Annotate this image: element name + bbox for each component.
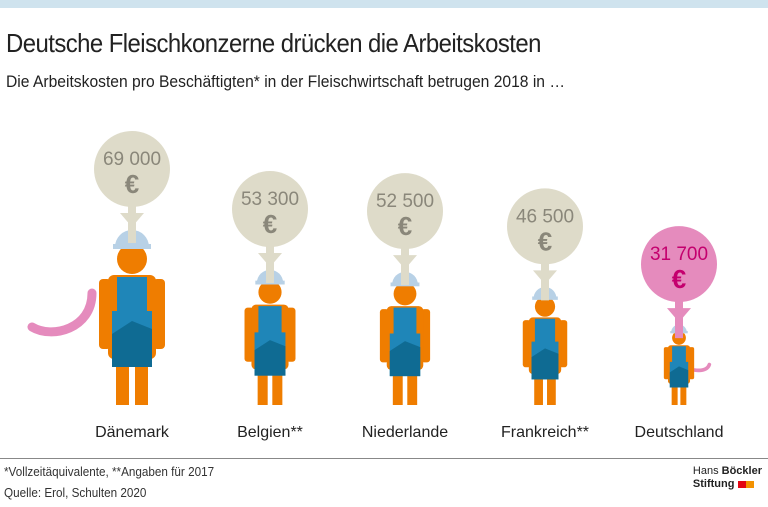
leg <box>272 366 283 405</box>
arm <box>244 307 254 362</box>
euro-icon: € <box>538 226 552 256</box>
logo-text: Stiftung <box>692 478 735 490</box>
sausage-icon <box>27 288 97 337</box>
leg <box>392 366 403 405</box>
worker-figure <box>244 269 296 405</box>
country-label: Frankreich** <box>501 424 589 441</box>
euro-icon: € <box>125 169 139 199</box>
leg <box>534 371 543 405</box>
apron-shade <box>389 341 421 377</box>
head <box>117 244 147 274</box>
leg <box>257 366 268 405</box>
worker-figure <box>379 271 431 405</box>
value-bubble <box>507 188 583 265</box>
value-bubble <box>641 226 717 303</box>
value-label: 53 300 <box>241 189 299 210</box>
arrow-down-icon <box>258 253 282 268</box>
leg <box>671 382 678 405</box>
leg <box>135 355 148 405</box>
apron-shade <box>531 348 559 380</box>
worker-figure <box>27 230 165 405</box>
value-label: 31 700 <box>650 244 708 265</box>
leg <box>547 371 556 405</box>
logo-text: Hans <box>692 465 719 477</box>
leg <box>116 355 129 405</box>
apron-shade <box>254 340 286 376</box>
value-label: 52 500 <box>376 191 434 212</box>
helmet-brim <box>113 244 151 249</box>
value-label: 46 500 <box>516 206 574 227</box>
logo-square-icon <box>737 480 746 488</box>
apron-shade <box>112 321 152 367</box>
arrow-down-icon <box>533 270 557 285</box>
worker-figure <box>522 287 568 405</box>
leg <box>407 366 418 405</box>
page-title: Deutsche Fleischkonzerne drücken die Arb… <box>6 28 541 58</box>
value-bubble <box>232 171 308 248</box>
worker-figure <box>663 324 712 405</box>
country-label: Deutschland <box>635 424 724 441</box>
logo-text: Böckler <box>721 465 762 477</box>
head <box>258 280 282 304</box>
source: Quelle: Erol, Schulten 2020 <box>4 485 147 500</box>
footnote: *Vollzeitäquivalente, **Angaben für 2017 <box>4 464 215 479</box>
apron-shade <box>669 366 689 388</box>
arm <box>420 309 431 363</box>
arrow-down-icon <box>393 255 417 270</box>
arm <box>663 347 670 380</box>
top-bar <box>0 0 768 8</box>
head <box>534 296 556 317</box>
euro-icon: € <box>672 264 686 294</box>
euro-icon: € <box>263 209 277 239</box>
arrow-down-icon <box>667 308 691 323</box>
arm <box>379 309 390 363</box>
arrow-down-icon <box>120 213 144 227</box>
divider <box>0 458 768 459</box>
euro-icon: € <box>398 211 412 241</box>
subtitle: Die Arbeitskosten pro Beschäftigten* in … <box>6 72 566 91</box>
arm <box>286 307 296 362</box>
country-label: Niederlande <box>362 424 448 441</box>
country-label: Belgien** <box>237 424 303 441</box>
logo-square-icon <box>745 480 754 488</box>
country-label: Dänemark <box>95 424 170 441</box>
arm <box>688 347 695 380</box>
head <box>393 282 417 306</box>
sausage-icon <box>692 362 712 373</box>
value-label: 69 000 <box>103 149 161 170</box>
leg <box>680 382 687 405</box>
value-bubble <box>94 131 170 207</box>
logo: Hans Böckler Stiftung <box>693 465 762 491</box>
value-bubble <box>367 173 443 250</box>
